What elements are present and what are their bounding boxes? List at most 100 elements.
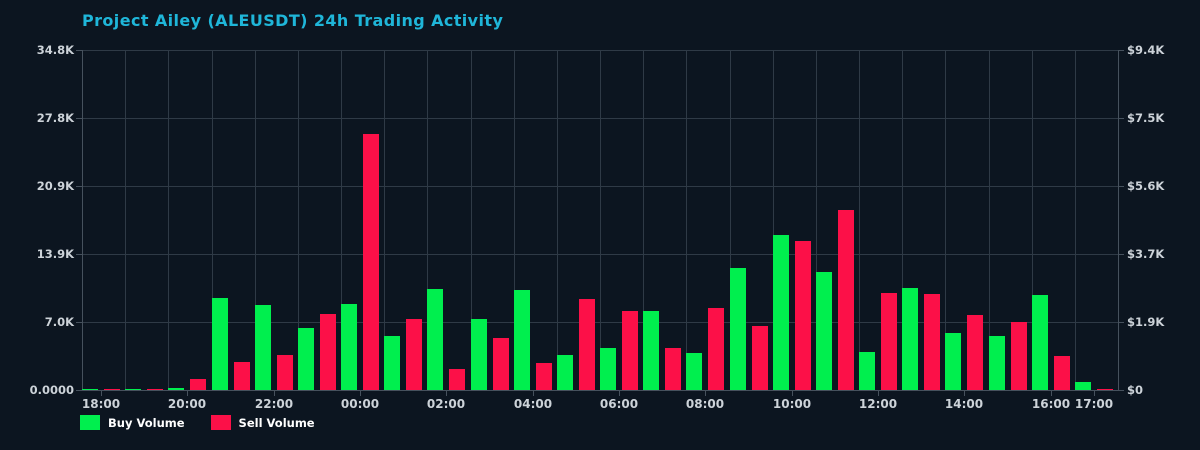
sell-volume-bar[interactable] xyxy=(1054,356,1070,390)
y-axis-line xyxy=(82,50,83,390)
sell-volume-bar[interactable] xyxy=(449,369,465,390)
sell-volume-bar[interactable] xyxy=(795,241,811,390)
right-axis-line xyxy=(1118,50,1119,390)
buy-volume-bar[interactable] xyxy=(1075,382,1091,390)
gridline-vertical xyxy=(1032,50,1033,390)
legend-item-buy-volume[interactable]: Buy Volume xyxy=(80,415,185,430)
sell-volume-bar[interactable] xyxy=(665,348,681,390)
x-axis-label: 10:00 xyxy=(772,397,812,411)
gridline-vertical xyxy=(557,50,558,390)
right-axis-tick xyxy=(1118,50,1124,51)
sell-volume-bar[interactable] xyxy=(838,210,854,390)
x-axis-tick xyxy=(878,391,879,396)
gridline-vertical xyxy=(471,50,472,390)
x-axis-tick xyxy=(1094,391,1095,396)
x-axis-label: 12:00 xyxy=(858,397,898,411)
legend-item-sell-volume[interactable]: Sell Volume xyxy=(210,415,315,430)
right-axis-label: $5.6K xyxy=(1127,179,1165,193)
x-axis-label: 22:00 xyxy=(254,397,294,411)
buy-volume-bar[interactable] xyxy=(125,389,141,390)
buy-volume-bar[interactable] xyxy=(859,352,875,390)
x-axis-tick xyxy=(446,391,447,396)
buy-volume-bar[interactable] xyxy=(427,289,443,390)
gridline-vertical xyxy=(212,50,213,390)
gridline-vertical xyxy=(945,50,946,390)
sell-volume-bar[interactable] xyxy=(406,319,422,390)
buy-volume-bar[interactable] xyxy=(557,355,573,390)
buy-volume-bar[interactable] xyxy=(1032,295,1048,390)
x-axis-label: 18:00 xyxy=(81,397,121,411)
gridline-vertical xyxy=(730,50,731,390)
sell-volume-bar[interactable] xyxy=(363,134,379,390)
gridline-vertical xyxy=(643,50,644,390)
sell-volume-bar[interactable] xyxy=(579,299,595,390)
buy-volume-bar[interactable] xyxy=(643,311,659,390)
sell-volume-bar[interactable] xyxy=(924,294,940,390)
sell-volume-bar[interactable] xyxy=(104,389,120,390)
x-axis-label: 16:00 xyxy=(1031,397,1071,411)
gridline-vertical xyxy=(816,50,817,390)
buy-volume-bar[interactable] xyxy=(168,388,184,390)
left-axis-tick xyxy=(76,50,82,51)
buy-volume-bar[interactable] xyxy=(298,328,314,390)
sell-volume-bar[interactable] xyxy=(234,362,250,390)
right-axis-label: $1.9K xyxy=(1127,315,1165,329)
gridline-vertical xyxy=(125,50,126,390)
x-axis-tick xyxy=(274,391,275,396)
buy-volume-bar[interactable] xyxy=(989,336,1005,390)
gridline-vertical xyxy=(600,50,601,390)
sell-volume-bar[interactable] xyxy=(277,355,293,390)
sell-volume-bar[interactable] xyxy=(967,315,983,390)
x-axis-label: 17:00 xyxy=(1074,397,1114,411)
x-axis-label: 06:00 xyxy=(599,397,639,411)
sell-volume-bar[interactable] xyxy=(147,389,163,390)
left-axis-label: 0.0000 xyxy=(29,383,74,397)
sell-volume-bar[interactable] xyxy=(320,314,336,390)
sell-volume-bar[interactable] xyxy=(1011,322,1027,390)
buy-volume-bar[interactable] xyxy=(341,304,357,390)
buy-volume-bar[interactable] xyxy=(902,288,918,390)
sell-volume-bar[interactable] xyxy=(752,326,768,390)
page-title: Project Ailey (ALEUSDT) 24h Trading Acti… xyxy=(82,11,504,30)
buy-volume-bar[interactable] xyxy=(212,298,228,390)
buy-volume-bar[interactable] xyxy=(730,268,746,390)
x-axis-label: 00:00 xyxy=(340,397,380,411)
right-axis-tick xyxy=(1118,186,1124,187)
buy-volume-bar[interactable] xyxy=(384,336,400,390)
right-axis-tick xyxy=(1118,390,1124,391)
left-axis-label: 7.0K xyxy=(44,315,74,329)
sell-volume-bar[interactable] xyxy=(1097,389,1113,390)
gridline-vertical xyxy=(989,50,990,390)
buy-volume-bar[interactable] xyxy=(686,353,702,390)
gridline-vertical xyxy=(168,50,169,390)
sell-volume-bar[interactable] xyxy=(536,363,552,390)
sell-volume-bar[interactable] xyxy=(190,379,206,390)
gridline-vertical xyxy=(902,50,903,390)
buy-volume-bar[interactable] xyxy=(816,272,832,390)
buy-volume-bar[interactable] xyxy=(514,290,530,390)
legend-label-sell: Sell Volume xyxy=(238,415,315,430)
left-axis-tick xyxy=(76,254,82,255)
x-axis-tick xyxy=(964,391,965,396)
sell-volume-bar[interactable] xyxy=(881,293,897,390)
sell-volume-bar[interactable] xyxy=(493,338,509,390)
buy-volume-bar[interactable] xyxy=(773,235,789,390)
buy-volume-bar[interactable] xyxy=(255,305,271,390)
left-axis-tick xyxy=(76,322,82,323)
buy-volume-bar[interactable] xyxy=(82,389,98,390)
x-axis-label: 02:00 xyxy=(426,397,466,411)
x-axis-tick xyxy=(533,391,534,396)
x-axis-tick xyxy=(187,391,188,396)
sell-volume-bar[interactable] xyxy=(622,311,638,390)
legend: Buy Volume Sell Volume xyxy=(80,415,315,430)
buy-volume-bar[interactable] xyxy=(471,319,487,390)
sell-volume-bar[interactable] xyxy=(708,308,724,390)
x-axis-tick xyxy=(705,391,706,396)
buy-volume-bar[interactable] xyxy=(945,333,961,390)
buy-volume-bar[interactable] xyxy=(600,348,616,390)
right-axis-label: $0 xyxy=(1127,383,1144,397)
left-axis-label: 20.9K xyxy=(36,179,74,193)
left-axis-tick xyxy=(76,390,82,391)
